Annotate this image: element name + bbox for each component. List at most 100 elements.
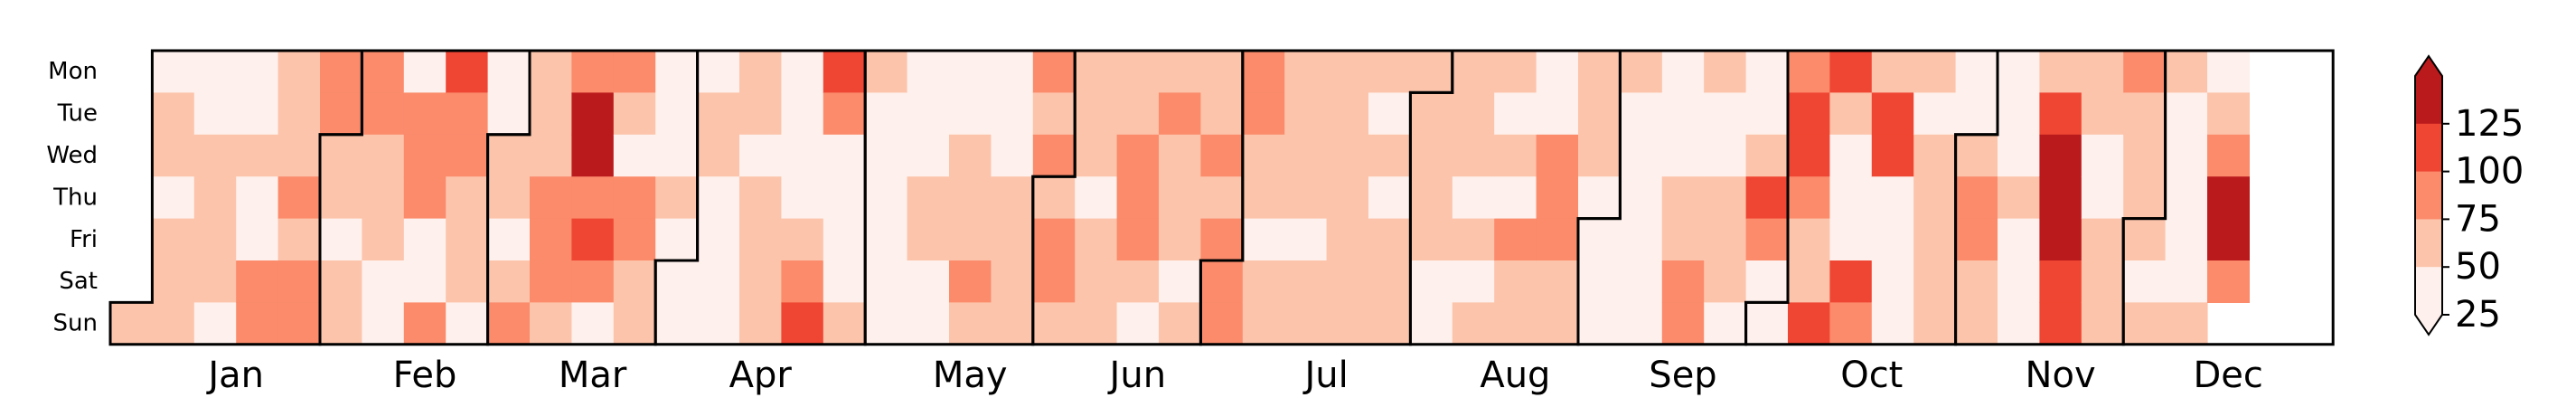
day-cell	[1745, 176, 1789, 220]
day-cell	[865, 51, 908, 93]
day-cell	[949, 51, 992, 93]
day-cell	[1200, 92, 1244, 136]
day-cell	[739, 218, 782, 261]
day-cell	[2081, 302, 2124, 345]
day-cell	[1955, 260, 1998, 303]
day-cell	[613, 260, 656, 303]
day-cell	[403, 260, 447, 303]
day-cell	[1788, 218, 1830, 261]
day-cell	[1536, 51, 1579, 93]
day-cell	[571, 218, 615, 261]
day-cell	[1913, 302, 1957, 345]
day-cell	[1745, 218, 1789, 261]
colorbar-extend-min	[2415, 315, 2442, 335]
day-cell	[949, 302, 992, 345]
day-cell	[1116, 260, 1160, 303]
day-cell	[2039, 176, 2082, 220]
day-cell	[2123, 176, 2167, 220]
day-cell	[2207, 134, 2250, 177]
day-cell	[1661, 176, 1705, 220]
day-cell	[739, 51, 782, 93]
day-cell	[1284, 51, 1328, 93]
day-cell	[1829, 218, 1873, 261]
weekday-label: Sat	[59, 268, 98, 295]
day-cell	[1745, 92, 1789, 136]
day-cell	[865, 176, 908, 220]
weekday-label: Thu	[52, 184, 98, 211]
day-cell	[1242, 92, 1285, 136]
day-cell	[446, 176, 489, 220]
day-cell	[1159, 260, 1201, 303]
day-cell	[530, 176, 572, 220]
day-cell	[949, 92, 992, 136]
day-cell	[2039, 134, 2082, 177]
day-cell	[1116, 134, 1160, 177]
day-cell	[1578, 92, 1621, 136]
colorbar-segment	[2415, 76, 2442, 125]
day-cell	[236, 51, 279, 93]
day-cell	[487, 302, 531, 345]
day-cell	[1410, 218, 1453, 261]
day-cell	[1242, 176, 1285, 220]
day-cell	[530, 92, 572, 136]
day-cell	[613, 134, 656, 177]
day-cell	[1704, 92, 1747, 136]
colorbar-tick-label: 25	[2455, 294, 2501, 336]
day-cell	[781, 176, 824, 220]
month-outline	[2121, 49, 2335, 346]
day-cell	[781, 260, 824, 303]
day-cell	[781, 134, 824, 177]
colorbar-segment	[2415, 123, 2442, 173]
day-cell	[320, 176, 362, 220]
day-cell	[1704, 134, 1747, 177]
day-cell	[1871, 260, 1914, 303]
day-cell	[1452, 51, 1495, 93]
day-cell	[1829, 260, 1873, 303]
colorbar-extend-max	[2415, 56, 2442, 76]
day-cell	[991, 176, 1034, 220]
day-cell	[823, 92, 866, 136]
day-cell	[865, 134, 908, 177]
day-cell	[403, 302, 447, 345]
day-cell	[487, 51, 531, 93]
day-cell	[2165, 51, 2208, 93]
day-cell	[1116, 51, 1160, 93]
day-cell	[1745, 260, 1789, 303]
day-cell	[991, 51, 1034, 93]
day-cell	[1745, 134, 1789, 177]
day-cell	[1494, 134, 1537, 177]
day-cell	[823, 176, 866, 220]
day-cell	[1704, 302, 1747, 345]
day-cell	[1788, 302, 1830, 345]
day-cell	[1955, 92, 1998, 136]
day-cell	[697, 218, 740, 261]
weekday-label: Fri	[70, 226, 98, 253]
day-cell	[1998, 92, 2040, 136]
day-cell	[1704, 218, 1747, 261]
month-label: May	[933, 355, 1008, 396]
day-cell	[1871, 51, 1914, 93]
day-cell	[1955, 218, 1998, 261]
day-cell	[1284, 260, 1328, 303]
day-cell	[1284, 176, 1328, 220]
weekday-label: Wed	[46, 142, 98, 169]
day-cell	[907, 51, 950, 93]
day-cell	[2207, 176, 2250, 220]
day-cell	[655, 92, 699, 136]
day-cell	[907, 260, 950, 303]
day-cell	[655, 51, 699, 93]
day-cell	[446, 134, 489, 177]
day-cell	[1661, 260, 1705, 303]
day-cell	[446, 260, 489, 303]
day-cell	[1159, 92, 1201, 136]
day-cell	[1032, 134, 1076, 177]
day-cell	[907, 218, 950, 261]
day-cell	[2207, 260, 2250, 303]
day-cell	[1620, 51, 1663, 93]
day-cell	[1829, 51, 1873, 93]
day-cell	[530, 260, 572, 303]
day-cell	[2165, 218, 2208, 261]
day-cell	[152, 134, 195, 177]
day-cell	[865, 260, 908, 303]
day-cell	[571, 51, 615, 93]
